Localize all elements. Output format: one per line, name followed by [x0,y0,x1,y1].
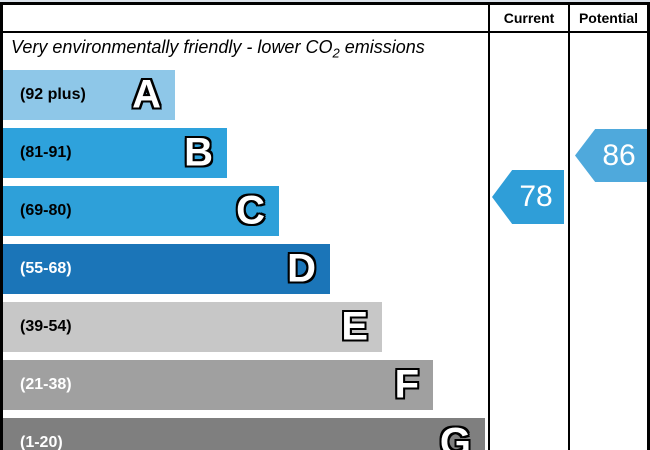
band-a-letter: A [132,72,161,117]
band-c-letter: C [236,188,265,233]
top-strip [0,0,650,2]
band-c: (69-80) C [3,186,279,236]
band-a: (92 plus) A [3,70,175,120]
chart-title-tail: emissions [339,37,425,57]
band-g-range-label: (1-20) [20,434,63,450]
band-f-range-label: (21-38) [20,376,72,393]
current-rating-arrow: 78 [492,170,564,224]
band-f: (21-38) F [3,360,433,410]
border-right [647,2,650,450]
band-g-letter: G [439,420,471,450]
potential-column-divider [568,2,570,450]
band-f-letter: F [394,362,419,407]
band-d-letter: D [287,246,316,291]
border-left [0,2,3,450]
band-b-letter: B [184,130,213,175]
current-column-header: Current [503,10,555,26]
band-d: (55-68) D [3,244,330,294]
band-g: (1-20) G [3,418,485,450]
current-rating-value: 78 [519,180,553,213]
potential-rating-value: 86 [602,138,636,172]
chart-title-subscript: 2 [332,45,340,61]
current-column-divider [488,2,490,450]
band-b: (81-91) B [3,128,227,178]
band-e-range-label: (39-54) [20,318,72,335]
chart-title: Very environmentally friendly - lower CO… [11,37,425,61]
band-e-letter: E [341,304,368,349]
band-d-range-label: (55-68) [20,260,72,277]
band-b-range-label: (81-91) [20,144,72,161]
border-top [0,2,650,5]
chart-title-text: Very environmentally friendly - lower CO [11,37,333,57]
band-c-range-label: (69-80) [20,202,72,219]
band-e: (39-54) E [3,302,382,352]
band-a-range-label: (92 plus) [20,86,86,103]
potential-rating-arrow: 86 [575,129,647,182]
header-underline [0,31,650,33]
potential-column-header: Potential [578,10,639,26]
